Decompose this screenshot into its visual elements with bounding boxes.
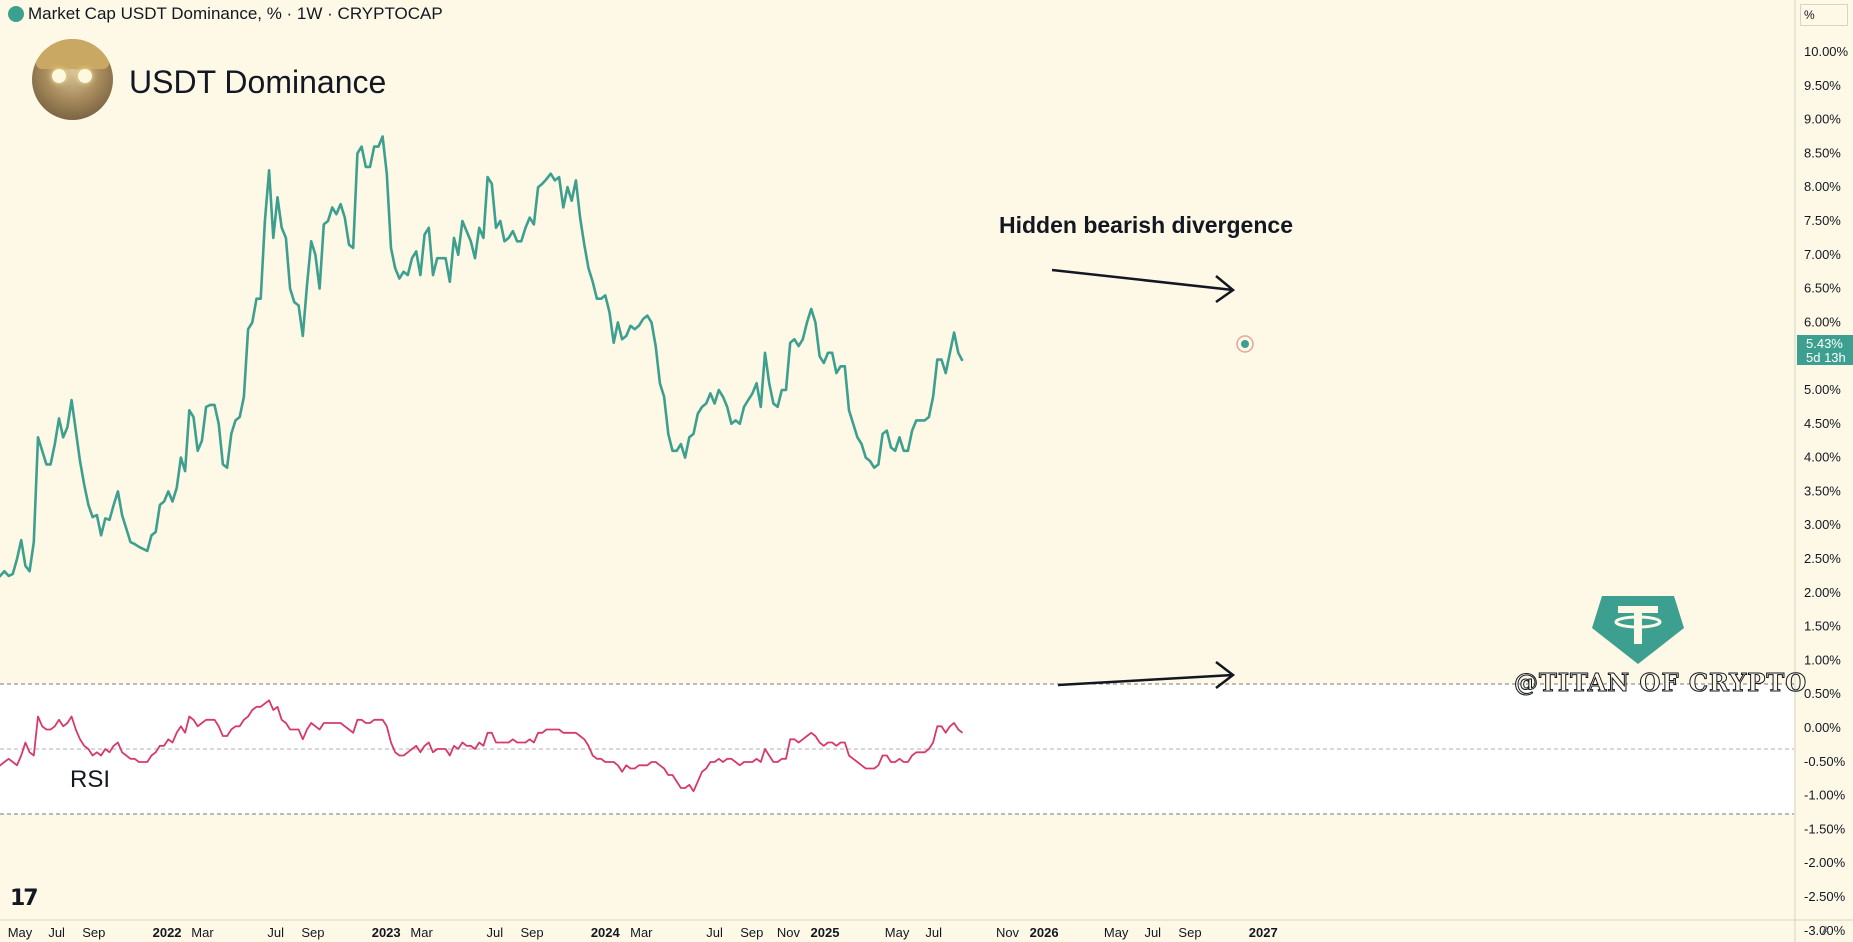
y-tick-label: 2.00% [1804, 585, 1841, 600]
y-tick-label: 4.50% [1804, 416, 1841, 431]
last-price-marker [1236, 335, 1254, 353]
auto-scale-button[interactable]: A [1822, 925, 1830, 937]
y-tick-label: 3.00% [1804, 517, 1841, 532]
chart-title: USDT Dominance [129, 64, 387, 100]
y-tick-label: 6.50% [1804, 281, 1841, 296]
x-tick-label: Jul [267, 925, 284, 940]
x-tick-label: 2027 [1249, 925, 1278, 940]
tradingview-logo-icon[interactable]: 17 [10, 886, 39, 911]
x-tick-label: 2023 [372, 925, 401, 940]
last-price-value: 5.43% [1806, 336, 1843, 351]
bar-countdown: 5d 13h [1806, 350, 1846, 365]
price-divergence-arrowhead [1215, 275, 1236, 304]
y-tick-label: -2.00% [1804, 855, 1846, 870]
x-tick-label: Nov [777, 925, 801, 940]
symbol-header[interactable]: Market Cap USDT Dominance, % · 1W · CRYP… [28, 4, 443, 23]
x-tick-label: Sep [740, 925, 763, 940]
scale-mode-button[interactable]: % [1800, 4, 1848, 26]
y-tick-label: 0.00% [1804, 720, 1841, 735]
y-tick-label: -1.50% [1804, 821, 1846, 836]
watermark-text: @TITAN OF CRYPTO [1513, 668, 1808, 698]
author-avatar [32, 39, 113, 120]
y-tick-label: 9.50% [1804, 78, 1841, 93]
y-tick-label: 10.00% [1804, 44, 1849, 59]
x-tick-label: May [1104, 925, 1129, 940]
rsi-line [0, 699, 964, 793]
x-tick-label: May [885, 925, 910, 940]
y-axis-ticks: 10.00% 9.50% 9.00% 8.50% 8.00% 7.50% 7.00% 6.50… [1804, 44, 1849, 938]
x-tick-label: Sep [1178, 925, 1201, 940]
x-tick-label: May [8, 925, 33, 940]
y-tick-label: 1.00% [1804, 652, 1841, 667]
x-tick-label: Nov [996, 925, 1020, 940]
y-tick-label: 0.50% [1804, 686, 1841, 701]
y-tick-label: 7.50% [1804, 213, 1841, 228]
rsi-divergence-arrowhead [1215, 661, 1236, 689]
divergence-annotation: Hidden bearish divergence [999, 212, 1293, 238]
divergence-arrows [1051, 268, 1236, 689]
y-tick-label: -2.50% [1804, 889, 1846, 904]
series-layer [0, 135, 964, 793]
usdt-dominance-line [0, 135, 964, 578]
y-tick-label: -0.50% [1804, 754, 1846, 769]
x-tick-label: Sep [520, 925, 543, 940]
x-tick-label: Mar [410, 925, 433, 940]
x-tick-label: Jul [1144, 925, 1161, 940]
x-tick-label: 2025 [811, 925, 840, 940]
last-price-tag: 5.43% 5d 13h [1797, 335, 1853, 365]
x-tick-label: Mar [191, 925, 214, 940]
y-tick-label: 1.50% [1804, 619, 1841, 634]
x-tick-label: 2022 [153, 925, 182, 940]
rsi-divergence-arrow [1057, 673, 1234, 687]
x-axis-ticks: May Jul Sep 2022 Mar Jul Sep 2023 Mar Jul Sep 2024 M… [8, 925, 1278, 940]
x-tick-label: Jul [48, 925, 65, 940]
tether-logo [1592, 596, 1684, 664]
rsi-label: RSI [70, 766, 111, 793]
price-divergence-arrow [1051, 268, 1234, 292]
x-tick-label: Sep [301, 925, 324, 940]
y-tick-label: 3.50% [1804, 483, 1841, 498]
x-tick-label: Sep [82, 925, 105, 940]
y-tick-label: -3.00% [1804, 923, 1846, 938]
y-tick-label: -1.00% [1804, 788, 1846, 803]
y-tick-label: 8.50% [1804, 145, 1841, 160]
y-tick-label: 5.00% [1804, 382, 1841, 397]
cryptocap-logo-icon [8, 6, 24, 22]
x-tick-label: 2026 [1030, 925, 1059, 940]
x-tick-label: 2024 [591, 925, 621, 940]
y-tick-label: 2.50% [1804, 551, 1841, 566]
x-tick-label: Mar [630, 925, 653, 940]
y-tick-label: 6.00% [1804, 314, 1841, 329]
y-tick-label: 4.00% [1804, 450, 1841, 465]
x-tick-label: Jul [925, 925, 942, 940]
y-tick-label: 7.00% [1804, 247, 1841, 262]
y-tick-label: 9.00% [1804, 112, 1841, 127]
x-tick-label: Jul [487, 925, 504, 940]
x-tick-label: Jul [706, 925, 723, 940]
y-tick-label: 8.00% [1804, 179, 1841, 194]
